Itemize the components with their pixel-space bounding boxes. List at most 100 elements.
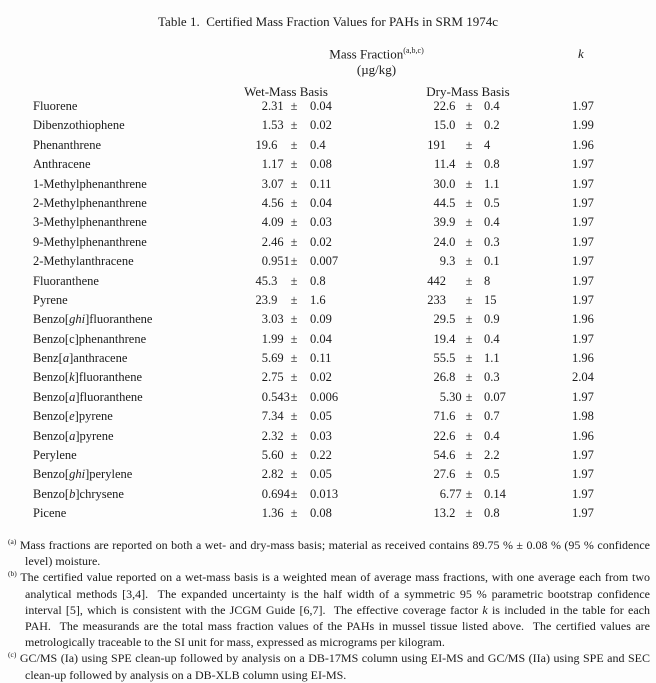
table-row: 9-Methylphenanthrene 2.46 ±0.02 24.0 ±0.3 1.9… xyxy=(0,233,656,252)
compound-name: Dibenzothiophene xyxy=(0,116,222,135)
dry-plus-minus: ± xyxy=(465,176,473,191)
text: ]pyrene xyxy=(75,428,114,443)
dry-value-dec: .0 xyxy=(446,176,456,191)
text: 2-Methylphenanthrene xyxy=(33,195,147,210)
coverage-factor-column-header: k xyxy=(578,46,584,61)
coverage-factor-value: 1.97 xyxy=(572,195,594,210)
compound-name: Benzo[ghi]perylene xyxy=(0,465,222,484)
dry-uncertainty: 0.14 xyxy=(484,486,506,501)
text: Benzo[ xyxy=(33,428,70,443)
text: 9-Methylphenanthrene xyxy=(33,234,147,249)
italic-text: k xyxy=(69,370,75,385)
coverage-factor-value: 1.97 xyxy=(572,273,594,288)
dry-uncertainty: 0.5 xyxy=(484,195,500,210)
dry-value-int: 22 xyxy=(433,99,447,113)
coverage-factor-value: 1.97 xyxy=(572,389,594,404)
dry-uncertainty: 0.07 xyxy=(484,389,506,404)
wet-value-int: 23 xyxy=(255,292,269,307)
wet-value-int: 1 xyxy=(261,118,268,133)
dry-plus-minus: ± xyxy=(465,389,473,404)
table-row: Pyrene 23.9 ±1.6 233 ±15 1.97 xyxy=(0,291,656,310)
wet-value-int: 5 xyxy=(261,448,268,463)
wet-uncertainty: 0.09 xyxy=(310,312,332,327)
text: Mass fractions are reported on both a we… xyxy=(19,538,651,569)
dry-uncertainty: 0.5 xyxy=(484,467,500,482)
dry-value-int: 26 xyxy=(433,370,447,385)
dry-value-int: 44 xyxy=(433,195,447,210)
wet-uncertainty: 0.02 xyxy=(310,118,332,133)
wet-uncertainty: 0.04 xyxy=(310,195,332,210)
dry-uncertainty: 8 xyxy=(484,273,491,288)
wet-value-int: 2 xyxy=(261,467,268,482)
dry-value-int: 233 xyxy=(427,292,446,307)
text: ]fluoranthene xyxy=(85,312,153,327)
wet-plus-minus: ± xyxy=(290,467,298,482)
dry-value-dec: .0 xyxy=(446,234,456,249)
dry-value-int: 5 xyxy=(439,389,446,404)
dry-value-int: 39 xyxy=(433,215,447,230)
dry-uncertainty: 0.4 xyxy=(484,331,500,346)
wet-plus-minus: ± xyxy=(290,137,298,152)
wet-uncertainty: 0.006 xyxy=(310,389,339,404)
wet-plus-minus: ± xyxy=(290,312,298,327)
wet-mass-basis-header: Wet-Mass Basis xyxy=(244,84,328,99)
italic-text: e xyxy=(69,409,75,424)
dry-uncertainty: 1.1 xyxy=(484,351,500,366)
coverage-factor-value: 1.97 xyxy=(572,157,594,172)
compound-name: Benzo[a]fluoranthene xyxy=(0,388,222,407)
coverage-factor-value: 1.96 xyxy=(572,428,594,443)
compound-name: Benzo[k]fluoranthene xyxy=(0,368,222,387)
wet-value-int: 0 xyxy=(261,389,268,404)
dry-value-int: 29 xyxy=(433,312,447,327)
wet-value-dec: .694 xyxy=(268,486,290,501)
wet-plus-minus: ± xyxy=(290,428,298,443)
wet-plus-minus: ± xyxy=(290,506,298,521)
compound-name: Anthracene xyxy=(0,155,222,174)
wet-plus-minus: ± xyxy=(290,118,298,133)
italic-text: k xyxy=(482,602,488,617)
mass-fraction-column-header: Mass Fraction(a,b,c) xyxy=(243,46,510,62)
coverage-factor-value: 1.97 xyxy=(572,254,594,269)
dry-value-dec: .6 xyxy=(446,448,456,463)
unit-label: (µg/kg) xyxy=(356,62,397,77)
dry-uncertainty: 0.3 xyxy=(484,370,500,385)
wet-uncertainty: 0.05 xyxy=(310,467,332,482)
compound-name: Benzo[a]pyrene xyxy=(0,427,222,446)
coverage-factor-value: 1.99 xyxy=(572,118,594,133)
wet-value-dec: .32 xyxy=(268,428,284,443)
table-row: Dibenzothiophene 1.53 ±0.02 15.0 ±0.2 1.99 xyxy=(0,116,656,135)
compound-name: 2-Methylphenanthrene xyxy=(0,194,222,213)
compound-name: Pyrene xyxy=(0,291,222,310)
dry-value-dec: .4 xyxy=(446,331,456,346)
wet-uncertainty: 0.03 xyxy=(310,428,332,443)
dry-value-dec: .5 xyxy=(446,195,456,210)
table-row: Picene 1.36 ±0.08 13.2 ±0.8 1.97 xyxy=(0,504,656,523)
dry-plus-minus: ± xyxy=(465,448,473,463)
wet-value-dec: .82 xyxy=(268,467,284,482)
text: GC/MS (Ia) using SPE clean-up followed b… xyxy=(19,651,651,682)
wet-uncertainty: 0.11 xyxy=(310,351,332,366)
coverage-factor-value: 2.04 xyxy=(572,370,594,385)
wet-value-dec: .99 xyxy=(268,331,284,346)
compound-name: Phenanthrene xyxy=(0,136,222,155)
dry-uncertainty: 2.2 xyxy=(484,448,500,463)
wet-value-int: 3 xyxy=(261,312,268,327)
dry-plus-minus: ± xyxy=(465,370,473,385)
dry-uncertainty: 1.1 xyxy=(484,176,500,191)
text: 3-Methylphenanthrene xyxy=(33,215,147,230)
wet-uncertainty: 1.6 xyxy=(310,292,326,307)
text: ]anthracene xyxy=(69,351,128,366)
wet-plus-minus: ± xyxy=(290,99,298,113)
wet-value-int: 7 xyxy=(261,409,268,424)
text: Benzo[ xyxy=(33,312,70,327)
wet-uncertainty: 0.013 xyxy=(310,486,339,501)
wet-plus-minus: ± xyxy=(290,370,298,385)
dry-value-int: 191 xyxy=(427,137,446,152)
wet-value-dec: .60 xyxy=(268,448,284,463)
text: ]chrysene xyxy=(75,486,124,501)
wet-value-int: 2 xyxy=(261,370,268,385)
dry-plus-minus: ± xyxy=(465,467,473,482)
wet-uncertainty: 0.11 xyxy=(310,176,332,191)
wet-value-int: 0 xyxy=(261,254,268,269)
compound-name: Fluoranthene xyxy=(0,272,222,291)
